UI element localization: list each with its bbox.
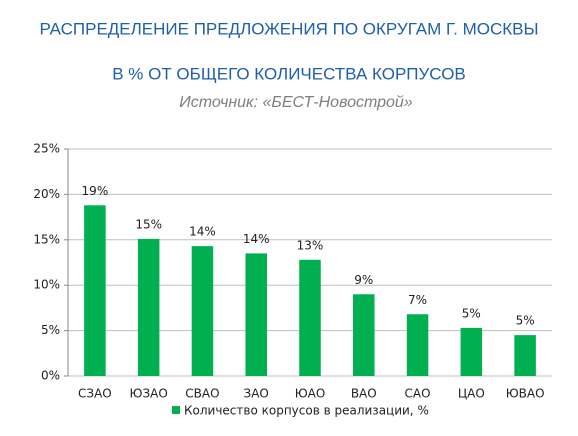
y-tick-label: 5% — [41, 323, 60, 337]
value-label: 14% — [243, 232, 270, 246]
legend-swatch — [172, 406, 180, 414]
y-tick-label: 10% — [33, 278, 60, 292]
bar — [84, 205, 106, 376]
value-label: 19% — [82, 184, 109, 198]
y-tick-label: 15% — [33, 232, 60, 246]
value-label: 13% — [297, 238, 324, 252]
x-tick-label: ВАО — [351, 387, 377, 401]
chart-title: В % ОТ ОБЩЕГО КОЛИЧЕСТВА КОРПУСОВ — [112, 64, 466, 83]
value-label: 5% — [462, 306, 481, 320]
y-tick-label: 0% — [41, 369, 60, 383]
x-tick-label: ЮЗАО — [130, 387, 168, 401]
x-tick-label: ЮАО — [295, 387, 326, 401]
value-label: 9% — [354, 273, 373, 287]
y-tick-label: 25% — [33, 142, 60, 156]
x-tick-label: ЗАО — [244, 387, 269, 401]
bar — [137, 238, 160, 376]
value-label: 15% — [135, 217, 162, 231]
chart-source: Источник: «БЕСТ-Новострой» — [179, 94, 413, 111]
value-label: 14% — [189, 225, 216, 239]
bar — [299, 259, 321, 376]
value-label: 7% — [408, 293, 427, 307]
bar — [514, 335, 536, 376]
x-tick-label: ЮВАО — [506, 387, 545, 401]
legend-label: Количество корпусов в реализации, % — [184, 404, 429, 418]
bar — [353, 294, 375, 376]
bar — [406, 314, 429, 376]
chart-title: РАСПРЕДЕЛЕНИЕ ПРЕДЛОЖЕНИЯ ПО ОКРУГАМ Г. … — [39, 19, 538, 38]
value-label: 5% — [516, 314, 535, 328]
bar — [460, 327, 483, 376]
x-tick-label: СЗАО — [78, 387, 112, 401]
bar — [245, 253, 267, 376]
bar — [191, 246, 214, 376]
x-tick-label: СВАО — [185, 387, 219, 401]
x-tick-label: ЦАО — [458, 387, 485, 401]
y-tick-label: 20% — [33, 187, 60, 201]
x-tick-label: САО — [405, 387, 431, 401]
